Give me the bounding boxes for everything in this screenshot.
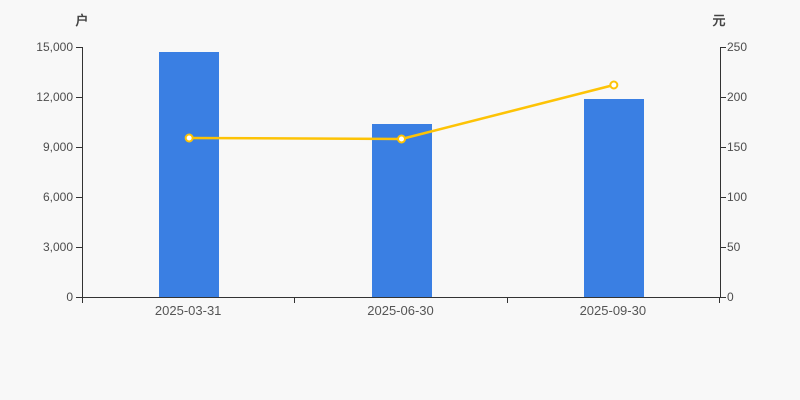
right-axis-tick-label: 150 <box>727 140 748 154</box>
x-axis-tick <box>506 298 508 303</box>
x-axis-tick <box>82 298 83 303</box>
line-marker-2025-03-31[interactable] <box>184 133 194 143</box>
right-axis-tick-label: 100 <box>727 190 748 204</box>
left-axis-tick-label: 15,000 <box>36 40 73 54</box>
bar-2025-09-30[interactable] <box>583 98 644 297</box>
left-axis-tick <box>76 46 82 48</box>
left-axis-tick-label: 9,000 <box>42 140 73 154</box>
x-axis-tick <box>719 298 720 303</box>
x-axis-label-2025-06-30: 2025-06-30 <box>367 303 434 318</box>
bar-2025-03-31[interactable] <box>159 52 220 297</box>
right-axis-tick <box>720 46 726 48</box>
right-axis-tick-label: 50 <box>727 240 741 254</box>
left-axis-unit-label: 户 <box>75 13 89 28</box>
left-axis-tick-label: 6,000 <box>42 190 73 204</box>
line-marker-2025-09-30[interactable] <box>609 80 619 90</box>
bar-2025-06-30[interactable] <box>371 123 432 297</box>
line-series[interactable] <box>187 83 616 141</box>
left-axis-tick <box>76 96 82 98</box>
right-axis-tick-label: 0 <box>727 290 734 304</box>
right-axis-tick <box>720 246 726 248</box>
right-axis-tick <box>720 96 726 98</box>
plot-area <box>82 47 721 298</box>
x-axis-tick <box>294 298 296 303</box>
left-axis-tick <box>76 146 82 148</box>
line-series-layer <box>184 80 619 144</box>
x-axis-label-2025-09-30: 2025-09-30 <box>579 303 647 318</box>
right-axis-tick <box>720 296 726 298</box>
left-axis-tick <box>76 296 82 298</box>
x-axis-label-2025-03-31: 2025-03-31 <box>154 303 222 318</box>
left-axis-tick <box>76 246 82 248</box>
left-axis-tick <box>76 196 82 198</box>
left-axis-tick-label: 12,000 <box>36 90 73 104</box>
right-axis-tick <box>720 196 726 198</box>
line-marker-2025-06-30[interactable] <box>397 134 406 144</box>
right-axis-tick <box>720 146 726 148</box>
left-axis-tick-label: 0 <box>66 290 73 304</box>
left-axis-tick-label: 3,000 <box>42 240 73 254</box>
right-axis-unit-label: 元 <box>712 13 726 28</box>
right-axis-tick-label: 200 <box>727 90 748 104</box>
bar-series-layer <box>83 47 720 297</box>
right-axis-tick-label: 250 <box>727 40 748 54</box>
